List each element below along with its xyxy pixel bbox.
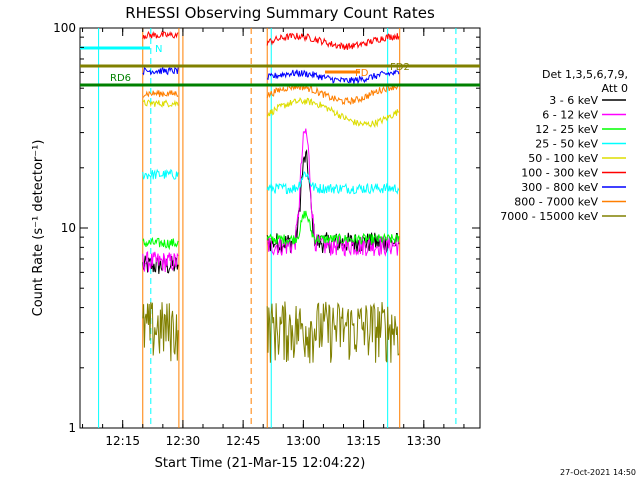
series-9-trace-2 [266,301,400,364]
series-7-trace-2 [266,69,400,85]
series-6-trace-2 [266,32,400,50]
legend-label-9: 7000 - 15000 keV [500,210,598,223]
x-tick-label-0: 12:15 [105,434,140,448]
legend-header-detectors: Det 1,3,5,6,7,9, [542,68,628,81]
series-3-trace-2 [266,210,400,246]
legend-header-attenuator: Att 0 [602,82,628,95]
flag-label-fd: FD [355,68,369,79]
series-5-trace-2 [266,97,400,129]
axes: 1 10 100 12:15 12:30 12:45 13:00 13:15 13:30 [53,21,480,448]
legend-label-6: 100 - 300 keV [521,167,598,180]
y-axis-label: Count Rate (s⁻¹ detector⁻¹) [31,140,46,317]
x-axis-label: Start Time (21-Mar-15 12:04:22) [155,456,366,471]
series-1-trace-1 [142,255,179,274]
legend-label-8: 800 - 7000 keV [514,196,598,209]
legend-label-3: 12 - 25 keV [535,123,598,136]
instrument-flags: N RD6 FD FD2 [80,44,480,87]
x-tick-label-4: 13:15 [346,434,381,448]
chart-title: RHESSI Observing Summary Count Rates [125,4,435,22]
series-2-trace-2 [267,128,400,257]
series-7-trace-1 [142,66,179,76]
y-tick-label-1: 10 [61,221,76,235]
legend-label-1: 3 - 6 keV [549,94,598,107]
x-tick-label-5: 13:30 [406,434,441,448]
flag-label-fd2: FD2 [390,62,410,73]
y-tick-label-2: 100 [53,21,76,35]
y-tick-label-0: 1 [68,421,76,435]
x-tick-label-1: 12:30 [166,434,201,448]
flag-label-rd6: RD6 [110,73,131,84]
legend-label-2: 6 - 12 keV [542,109,598,122]
series-6-trace-1 [142,30,179,40]
series-9-trace-1 [142,302,179,362]
legend-label-4: 25 - 50 keV [535,138,598,151]
series-8-trace-1 [142,89,179,98]
series-4-trace-1 [142,168,179,180]
series-4-trace-2 [266,171,400,195]
legend-label-5: 50 - 100 keV [528,152,598,165]
generation-timestamp: 27-Oct-2021 14:50 [560,468,636,477]
legend-label-7: 300 - 800 keV [521,181,598,194]
series-3-trace-1 [142,236,179,251]
x-tick-label-3: 13:00 [286,434,321,448]
boundary-lines [98,28,457,428]
series-5-trace-1 [142,99,179,108]
series-8-trace-2 [266,83,400,106]
flag-label-n: N [155,44,162,55]
data-series-layer [142,30,400,364]
x-tick-label-2: 12:45 [226,434,261,448]
legend: Det 1,3,5,6,7,9, Att 0 3 - 6 keV 6 - 12 k… [500,68,628,223]
series-2-trace-1 [142,251,179,273]
